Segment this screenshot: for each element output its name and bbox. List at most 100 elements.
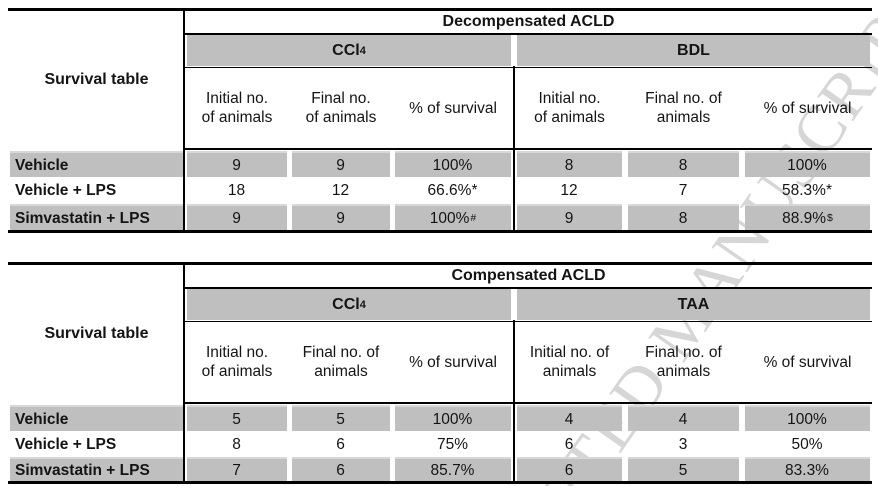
value: 5 — [678, 461, 688, 479]
value-cell: 3 — [628, 431, 739, 458]
row-label-simvastatin-lps: Simvastatin + LPS — [10, 457, 183, 481]
group-header-ccl4: CCl 4 — [187, 35, 511, 66]
value-cell: 6 — [292, 457, 390, 481]
value: 8 — [232, 436, 241, 453]
value-cell: 8 — [517, 151, 622, 177]
vertical-rule-label-column — [183, 8, 185, 233]
value-cell: 8 — [187, 431, 287, 458]
value-cell: 7 — [187, 457, 287, 481]
header-line2: of animals — [534, 109, 605, 126]
column-header-survival-taa: % of survival — [745, 322, 870, 402]
column-header-survival-ccl4: % of survival — [395, 68, 511, 148]
header-line2: animals — [542, 363, 597, 380]
header-line1: Initial no. — [538, 90, 601, 107]
vertical-rule-group-divider — [513, 320, 515, 484]
header-line1: Initial no. — [205, 344, 269, 361]
header-line1: % of survival — [763, 99, 852, 117]
table-decompensated-acld: Survival table Decompensated ACLD CCl 4 B… — [8, 8, 872, 233]
header-line2: of animals — [201, 109, 273, 126]
value: 75% — [436, 436, 469, 453]
value-cell: 4 — [628, 405, 739, 431]
header-line2: of animals — [305, 109, 377, 126]
value-cell: 9 — [292, 151, 390, 177]
value: 9 — [336, 156, 345, 174]
value-cell: 50% — [745, 431, 870, 458]
row-label-vehicle-lps: Vehicle + LPS — [15, 182, 117, 199]
value: 100% — [432, 156, 473, 174]
header-line2: animals — [656, 363, 711, 380]
value-cell: 83.3% — [745, 457, 870, 481]
column-header-final-ccl4: Final no. of animals — [292, 68, 390, 148]
value: 88.9% — [782, 209, 827, 227]
value: 9 — [232, 209, 241, 227]
value-cell: 5 — [292, 405, 390, 431]
value-cell: 4 — [517, 405, 622, 431]
column-header-final-ccl4: Final no. of animals — [292, 322, 390, 402]
corner-label: Survival table — [44, 324, 149, 342]
header-line2: animals — [656, 109, 711, 126]
value-cell: 100% — [395, 151, 511, 177]
value: 5 — [232, 410, 241, 428]
value: 6 — [336, 461, 345, 479]
group-name: CCl — [332, 42, 360, 59]
value: 8 — [678, 209, 688, 227]
header-line1: Final no. of — [645, 344, 722, 361]
rule-under-title — [185, 33, 872, 35]
group-header-ccl4: CCl 4 — [187, 289, 511, 320]
column-header-survival-bdl: % of survival — [745, 68, 870, 148]
value-cell: 6 — [517, 431, 622, 458]
value: 6 — [564, 461, 574, 479]
row-label-vehicle: Vehicle — [10, 151, 183, 177]
rule-under-headers — [185, 148, 872, 150]
column-header-initial-ccl4: Initial no. of animals — [187, 322, 287, 402]
column-header-initial-bdl: Initial no. of animals — [517, 68, 622, 148]
vertical-rule-label-column — [183, 262, 185, 484]
rule-under-headers — [185, 402, 872, 404]
value: 5 — [336, 410, 345, 428]
value-cell: 85.7% — [395, 457, 511, 481]
header-line1: Initial no. of — [529, 344, 610, 361]
row-label-vehicle-lps: Vehicle + LPS — [15, 436, 117, 453]
group-name: TAA — [677, 296, 710, 313]
value-cell: 9 — [517, 204, 622, 230]
value-cell: 6 — [517, 457, 622, 481]
value: 8 — [564, 156, 574, 174]
rule-under-groups — [185, 320, 872, 322]
group-header-bdl: BDL — [517, 35, 870, 66]
value: 7 — [232, 461, 241, 479]
value: 12 — [331, 182, 350, 199]
value: 9 — [232, 156, 241, 174]
header-line1: Final no. of — [645, 90, 722, 107]
value-cell: 8 — [628, 151, 739, 177]
value: 6 — [564, 436, 574, 453]
value-cell: 9 — [187, 151, 287, 177]
header-line2: of animals — [201, 363, 273, 380]
header-line1: Final no. of — [302, 344, 380, 361]
column-header-initial-ccl4: Initial no. of animals — [187, 68, 287, 148]
group-name: CCl — [332, 296, 360, 313]
rule-under-title — [185, 287, 872, 289]
value-cell: 100% — [745, 405, 870, 431]
value: 50% — [791, 436, 823, 453]
value-cell: 5 — [187, 405, 287, 431]
group-header-taa: TAA — [517, 289, 870, 320]
value: 18 — [227, 182, 246, 199]
header-line2: animals — [314, 363, 368, 380]
table-top-border — [8, 8, 872, 11]
value-cell: 12 — [517, 177, 622, 204]
column-header-survival-ccl4: % of survival — [395, 322, 511, 402]
vertical-rule-group-divider — [513, 66, 515, 233]
value: 9 — [564, 209, 574, 227]
header-line1: Final no. — [311, 90, 371, 107]
corner-label: Survival table — [44, 70, 149, 88]
header-line1: Initial no. — [205, 90, 269, 107]
header-line1: % of survival — [409, 99, 497, 117]
column-header-final-bdl: Final no. of animals — [628, 68, 739, 148]
column-header-final-taa: Final no. of animals — [628, 322, 739, 402]
value-cell: 75% — [395, 431, 511, 458]
group-name: BDL — [677, 42, 710, 59]
table-title: Decompensated ACLD — [442, 13, 615, 30]
value: 58.3%* — [782, 182, 832, 199]
value-cell: 88.9% $ — [745, 204, 870, 230]
